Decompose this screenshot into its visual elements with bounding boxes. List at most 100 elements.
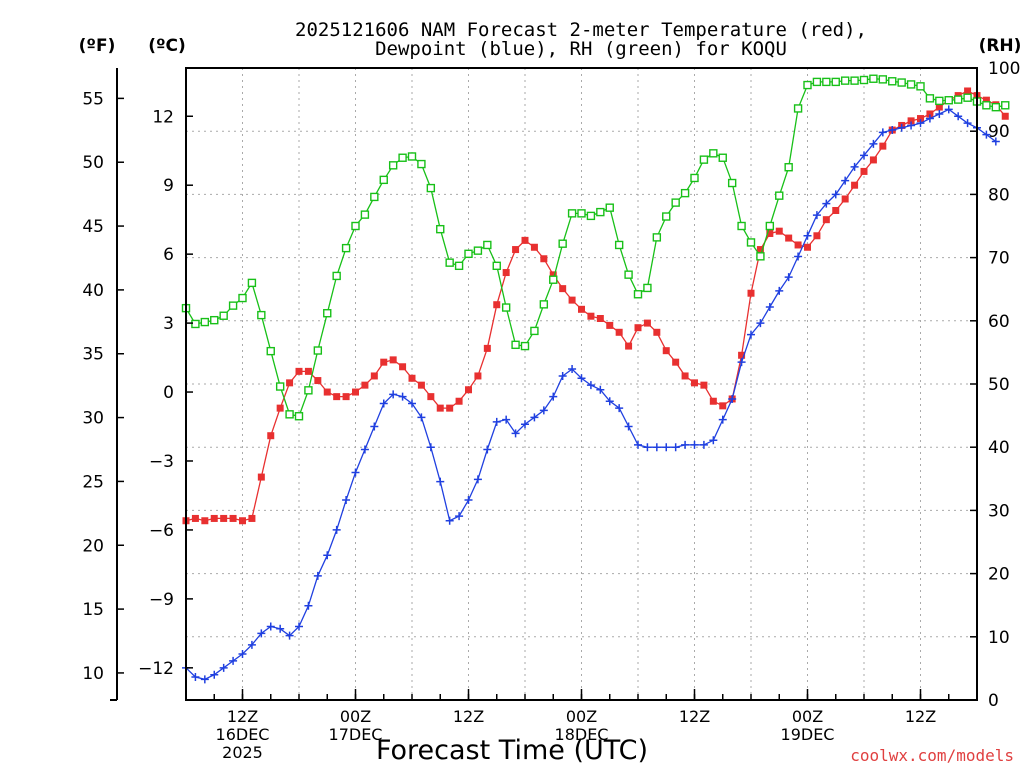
rh-point (567, 209, 577, 218)
dewpoint-point (238, 650, 247, 659)
rh-point (492, 261, 501, 271)
dewpoint-point (624, 422, 633, 431)
rh-point (511, 340, 520, 350)
dewpoint-point (549, 392, 558, 401)
celsius-unit-label: (ºC) (148, 36, 186, 56)
temperature-line (185, 90, 1006, 522)
dewpoint-point (963, 119, 972, 128)
rh-point (878, 75, 888, 84)
temperature-point (982, 96, 990, 104)
temperature-point (813, 232, 821, 240)
x-tick-label: 12Z (905, 707, 936, 726)
temperature-point (304, 367, 312, 375)
rh-tick-label: 50 (988, 375, 1010, 395)
dewpoint-point (812, 211, 821, 220)
temperature-point (775, 227, 783, 235)
rh-point (605, 203, 614, 212)
rh-point (210, 315, 219, 325)
dewpoint-point (417, 413, 426, 422)
dewpoint-point (219, 663, 228, 672)
rh-point (793, 104, 803, 113)
rh-point (332, 271, 341, 281)
rh-tick-label: 40 (988, 438, 1010, 458)
temperature-point (964, 87, 972, 95)
dewpoint-point (756, 319, 765, 328)
dewpoint-point (483, 445, 492, 454)
temperature-point (399, 363, 407, 371)
dewpoint-point (342, 496, 351, 505)
temperature-point (935, 103, 943, 111)
rh-tick-label: 70 (988, 249, 1010, 269)
dewpoint-point (944, 105, 953, 114)
temperature-point (229, 514, 237, 522)
rh-point (737, 221, 746, 231)
dewpoint-point (991, 137, 1000, 146)
dewpoint-point (408, 399, 416, 408)
rh-point (247, 278, 257, 288)
x-tick-label: 12Z (679, 707, 710, 726)
dewpoint-point (464, 496, 473, 505)
rh-point (982, 101, 991, 110)
rh-point (991, 102, 1001, 112)
temperature-point (417, 381, 425, 389)
dewpoint-point (605, 397, 614, 406)
temperature-point (483, 344, 491, 352)
dewpoint-point (229, 656, 238, 665)
dewpoint-point (878, 128, 887, 137)
rh-point (549, 275, 558, 284)
x-axis-label: Forecast Time (UTC) (376, 735, 648, 766)
dewpoint-point (728, 394, 737, 403)
temperature-point (709, 397, 717, 405)
temperature-point (352, 388, 359, 396)
celsius-tick-label: 6 (163, 245, 174, 265)
temperature-point (766, 229, 774, 237)
dewpoint-point (925, 114, 934, 123)
dewpoint-point (351, 468, 360, 477)
temperature-point (380, 358, 388, 366)
temperature-point (869, 156, 877, 164)
rh-tick-label: 80 (988, 185, 1010, 205)
temperature-point (323, 388, 331, 396)
rh-point (294, 412, 304, 421)
temperature-point (257, 473, 265, 481)
celsius-tick-label: 3 (163, 314, 174, 334)
rh-point (652, 233, 662, 242)
dewpoint-series (182, 105, 1000, 684)
rh-point (746, 238, 756, 247)
dewpoint-point (389, 390, 398, 399)
fahrenheit-tick-label: 25 (82, 472, 104, 492)
rh-tick-label: 30 (988, 501, 1010, 521)
fahrenheit-tick-label: 45 (82, 217, 104, 237)
rh-series (181, 74, 1010, 421)
rh-point (417, 159, 426, 169)
x-tick-label: 2025 (222, 743, 263, 762)
rh-point (351, 221, 360, 231)
celsius-tick-label: −12 (138, 659, 174, 679)
dewpoint-point (473, 475, 482, 484)
temperature-point (210, 514, 218, 522)
x-tick-label: 16DEC (216, 725, 270, 744)
temperature-point (841, 195, 849, 203)
dewpoint-point (718, 415, 727, 424)
dewpoint-point (266, 622, 275, 631)
rh-point (436, 224, 445, 234)
dewpoint-point (699, 440, 708, 449)
temperature-point (493, 301, 501, 309)
dewpoint-point (426, 443, 435, 452)
celsius-tick-label: −6 (149, 521, 174, 541)
dewpoint-point (822, 199, 831, 208)
rh-point (275, 382, 285, 391)
rh-tick-label: 20 (988, 565, 1010, 585)
dewpoint-point (521, 420, 529, 429)
temperature-point (804, 243, 811, 251)
rh-point (426, 183, 436, 193)
rh-tick-label: 10 (988, 628, 1010, 648)
dewpoint-point (643, 443, 652, 452)
temperature-point (719, 402, 727, 410)
rh-point (530, 326, 539, 336)
temperature-point (794, 241, 802, 249)
rh-point (916, 82, 925, 91)
rh-point (596, 207, 605, 217)
dewpoint-point (455, 512, 464, 521)
temperature-point (549, 271, 557, 279)
